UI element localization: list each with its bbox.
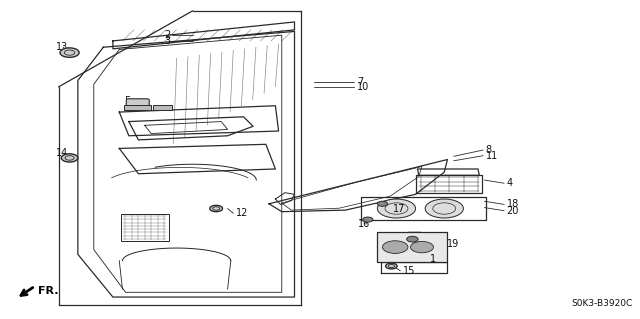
Text: 3: 3 xyxy=(164,36,170,46)
Text: 20: 20 xyxy=(507,206,519,216)
Text: FR.: FR. xyxy=(38,286,59,296)
Text: 15: 15 xyxy=(403,266,415,276)
Bar xyxy=(124,105,151,110)
Text: 18: 18 xyxy=(507,199,519,209)
Text: 8: 8 xyxy=(486,145,492,155)
Bar xyxy=(153,105,172,110)
FancyBboxPatch shape xyxy=(126,99,149,107)
Text: 5: 5 xyxy=(124,96,130,106)
Text: 17: 17 xyxy=(393,204,405,213)
Circle shape xyxy=(210,205,223,212)
Text: 1: 1 xyxy=(429,254,436,264)
Bar xyxy=(121,214,169,241)
Circle shape xyxy=(386,263,397,269)
Text: 12: 12 xyxy=(236,208,248,218)
Circle shape xyxy=(61,154,78,162)
Circle shape xyxy=(363,217,373,222)
Circle shape xyxy=(378,201,388,206)
Circle shape xyxy=(410,241,433,253)
Text: 13: 13 xyxy=(56,42,68,52)
Text: 16: 16 xyxy=(358,219,371,229)
Circle shape xyxy=(383,241,408,253)
Text: 7: 7 xyxy=(357,77,364,87)
Text: S0K3-B3920C: S0K3-B3920C xyxy=(571,299,632,308)
Text: 11: 11 xyxy=(486,151,498,161)
Circle shape xyxy=(378,199,415,218)
Circle shape xyxy=(406,236,418,242)
Text: 10: 10 xyxy=(357,82,369,93)
Text: 14: 14 xyxy=(56,148,68,158)
Bar xyxy=(378,232,447,262)
Text: 4: 4 xyxy=(507,178,513,188)
Text: 19: 19 xyxy=(447,239,460,249)
Circle shape xyxy=(60,48,79,57)
Circle shape xyxy=(425,199,463,218)
Text: 2: 2 xyxy=(164,30,170,40)
